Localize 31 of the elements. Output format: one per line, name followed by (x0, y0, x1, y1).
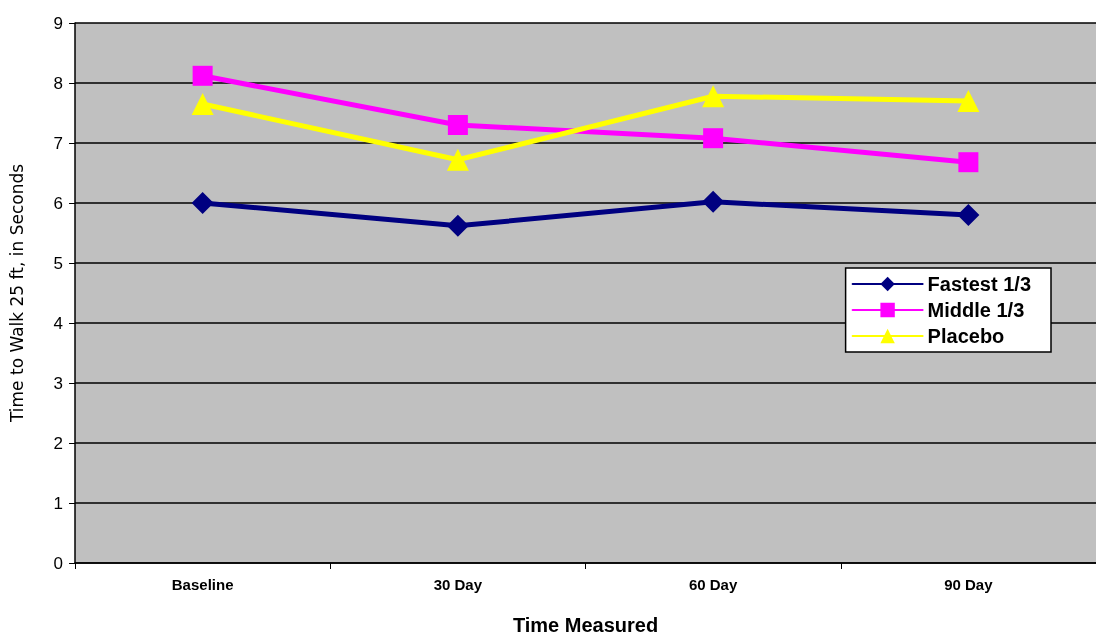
y-tick-label: 6 (53, 193, 63, 213)
x-tick-label: 90 Day (944, 576, 994, 593)
point (958, 152, 979, 173)
x-tick-label: 30 Day (433, 576, 483, 593)
y-tick-label: 9 (53, 13, 63, 33)
point (957, 90, 980, 112)
legend-label: Fastest 1/3 (927, 273, 1031, 295)
y-tick-label: 8 (53, 73, 63, 93)
y-tick-label: 5 (53, 253, 63, 273)
y-tick-label: 7 (53, 133, 63, 153)
point (191, 192, 214, 214)
point (702, 190, 725, 213)
y-tick-label: 0 (53, 553, 63, 573)
point (192, 65, 213, 86)
y-tick-label: 4 (53, 313, 63, 333)
y-tick-label: 1 (53, 493, 63, 513)
point (703, 128, 724, 149)
legend-label: Middle 1/3 (927, 299, 1025, 321)
point (446, 148, 469, 171)
point (702, 85, 725, 108)
point (957, 204, 980, 226)
x-tick-label: Baseline (171, 576, 234, 593)
y-tick-label: 3 (53, 373, 63, 393)
point (191, 93, 214, 115)
legend-label: Placebo (927, 325, 1005, 347)
y-tick-label: 2 (53, 433, 63, 453)
x-axis-title: Time Measured (512, 614, 659, 636)
point (446, 214, 469, 237)
y-axis-title: Time to Walk 25 ft, in Seconds (6, 163, 27, 424)
point (447, 115, 468, 135)
x-tick-label: 60 Day (688, 576, 738, 593)
